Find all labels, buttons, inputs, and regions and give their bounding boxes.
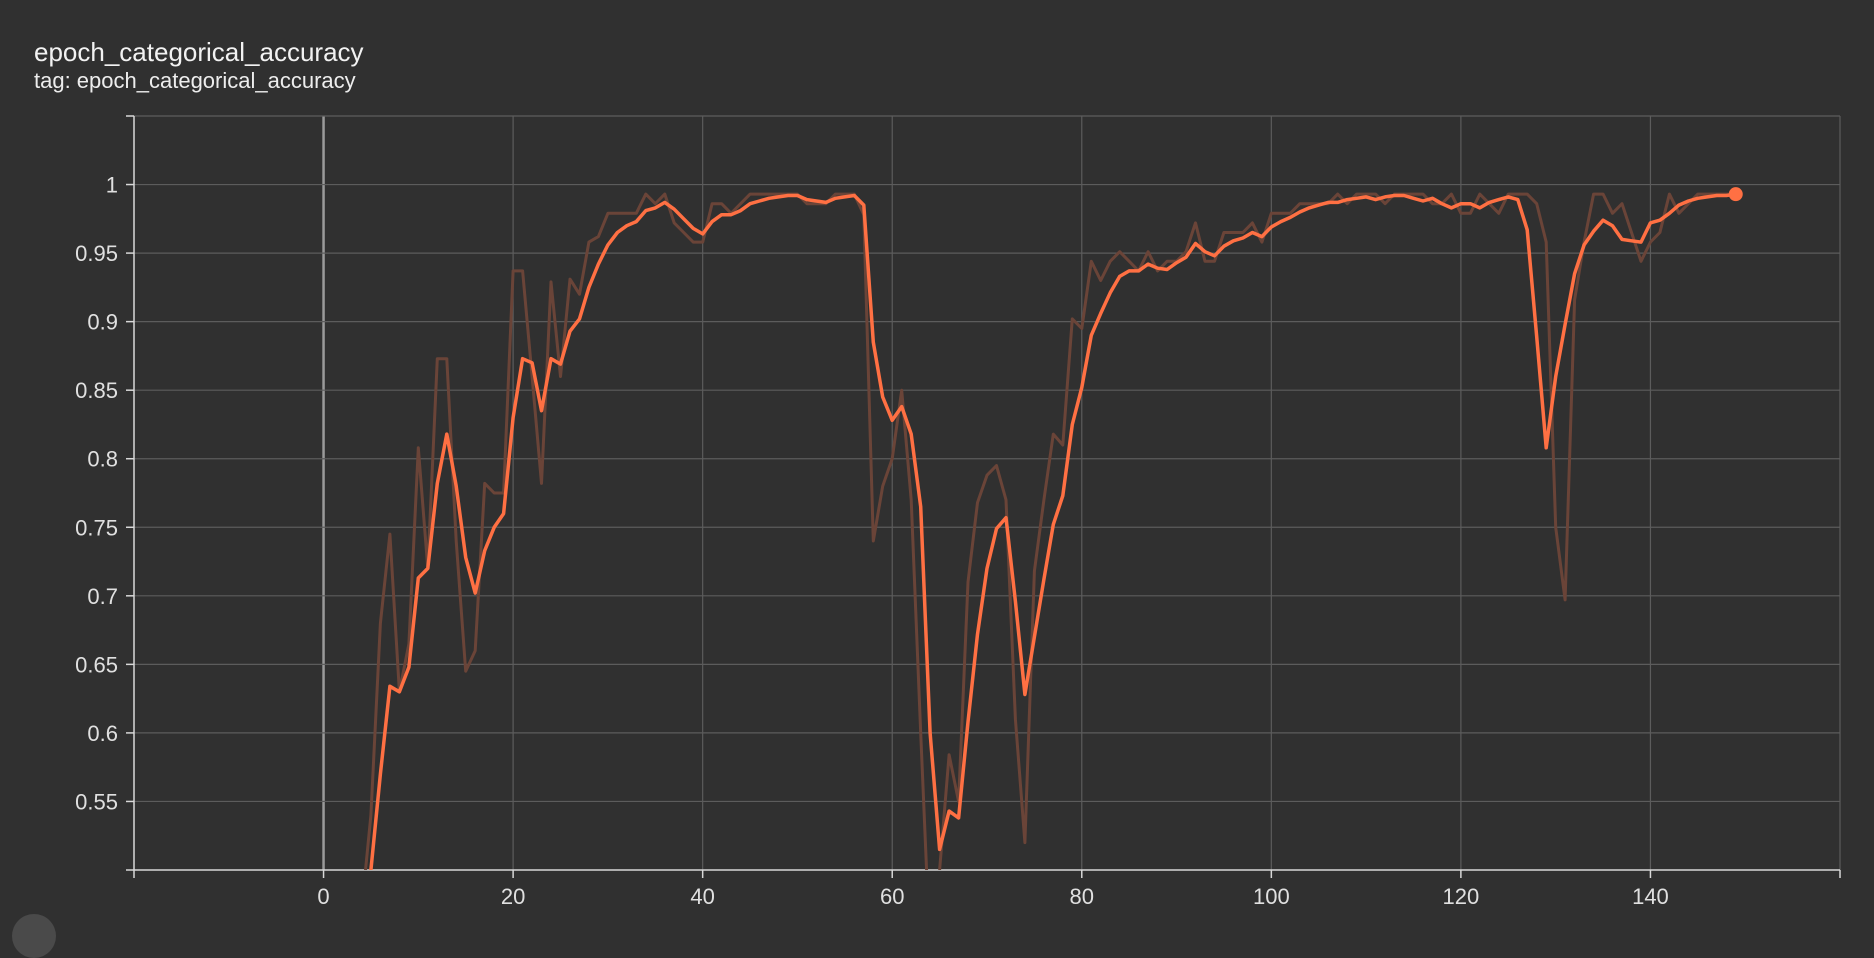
y-tick-label: 0.7 <box>87 584 118 609</box>
y-tick-label: 0.9 <box>87 310 118 335</box>
x-tick-label: 80 <box>1070 884 1094 909</box>
x-tick-label: 40 <box>690 884 714 909</box>
y-tick-label: 0.85 <box>75 378 118 403</box>
y-tick-label: 0.65 <box>75 652 118 677</box>
x-tick-label: 100 <box>1253 884 1290 909</box>
last-point-marker[interactable] <box>1728 187 1743 202</box>
chart-card-header: epoch_categorical_accuracy tag: epoch_ca… <box>34 36 364 94</box>
y-tick-label: 1 <box>106 173 118 198</box>
plot-area <box>364 192 1738 870</box>
smoothed-series-line[interactable] <box>369 192 1738 870</box>
y-tick-label: 0.75 <box>75 515 118 540</box>
line-chart[interactable]: 0.55 0.6 0.65 0.7 0.75 0.8 0.85 0.9 0.95 1 0 20 40 60… <box>0 0 1874 920</box>
x-tick-label: 120 <box>1443 884 1480 909</box>
y-tick-label: 0.95 <box>75 241 118 266</box>
y-tick-label: 0.8 <box>87 447 118 472</box>
x-tick-label: 60 <box>880 884 904 909</box>
grid-lines <box>134 115 1841 870</box>
y-tick-label: 0.55 <box>75 789 118 814</box>
expand-button[interactable] <box>12 914 56 958</box>
x-tick-label: 20 <box>501 884 525 909</box>
chart-tag: tag: epoch_categorical_accuracy <box>34 68 356 93</box>
x-tick-label: 140 <box>1632 884 1669 909</box>
x-tick-label: 0 <box>317 884 329 909</box>
y-tick-label: 0.6 <box>87 721 118 746</box>
chart-title: epoch_categorical_accuracy <box>34 37 364 67</box>
